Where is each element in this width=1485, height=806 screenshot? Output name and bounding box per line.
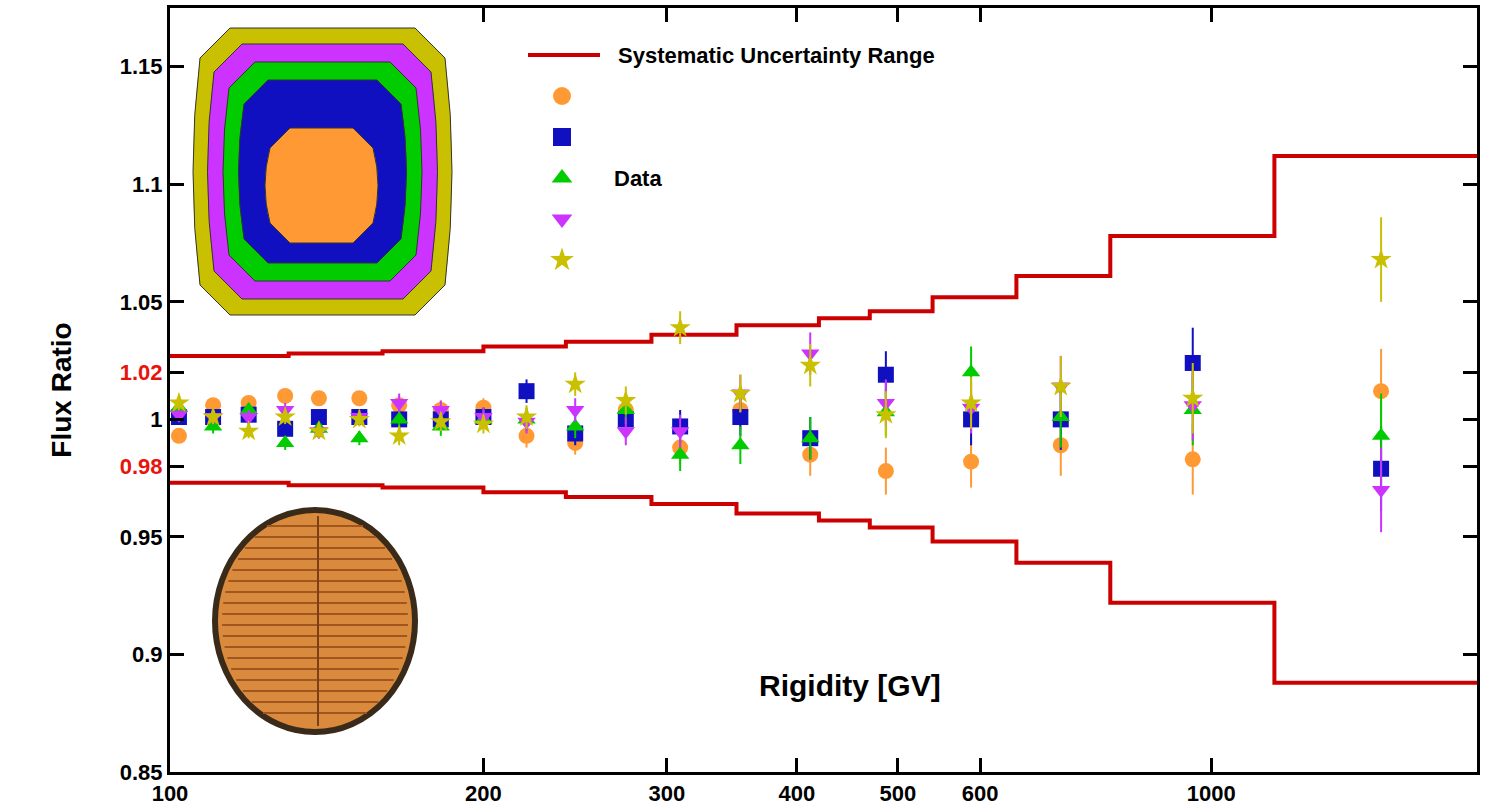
svg-text:100: 100 — [152, 781, 189, 806]
svg-text:600: 600 — [962, 781, 999, 806]
svg-text:500: 500 — [879, 781, 916, 806]
svg-text:0.98: 0.98 — [120, 454, 163, 479]
svg-text:0.9: 0.9 — [132, 642, 163, 667]
svg-text:400: 400 — [779, 781, 816, 806]
svg-text:1.02: 1.02 — [120, 360, 163, 385]
svg-text:Systematic Uncertainty Range: Systematic Uncertainty Range — [618, 43, 935, 68]
svg-text:Data: Data — [614, 166, 662, 191]
svg-text:1000: 1000 — [1187, 781, 1236, 806]
svg-text:200: 200 — [465, 781, 502, 806]
svg-text:0.95: 0.95 — [120, 525, 163, 550]
svg-text:1.05: 1.05 — [120, 290, 163, 315]
svg-text:1.15: 1.15 — [120, 54, 163, 79]
svg-text:1.1: 1.1 — [132, 172, 163, 197]
svg-text:300: 300 — [648, 781, 685, 806]
svg-text:0.85: 0.85 — [120, 760, 163, 785]
svg-text:1: 1 — [150, 407, 162, 432]
svg-text:Flux Ratio: Flux Ratio — [46, 322, 77, 457]
svg-text:Rigidity [GV]: Rigidity [GV] — [759, 669, 941, 702]
